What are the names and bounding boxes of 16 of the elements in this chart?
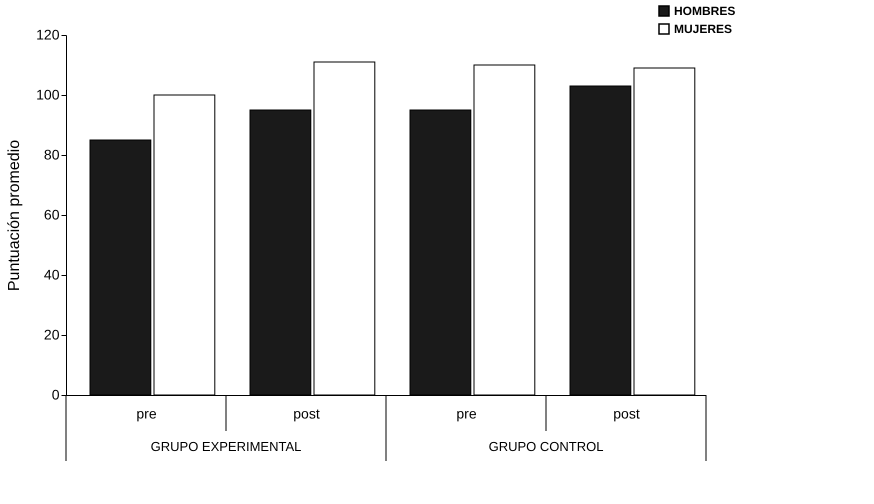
y-axis-title: Puntuación promedio xyxy=(6,140,24,292)
x-tick-label: pre xyxy=(456,406,477,422)
y-tick-label: 100 xyxy=(36,86,60,102)
y-tick-label: 120 xyxy=(36,26,60,42)
legend-label: HOMBRES xyxy=(674,4,736,18)
text: GRUPO EXPERIMENTAL xyxy=(150,439,302,454)
y-tick-label: 40 xyxy=(44,266,60,282)
x-tick-label: post xyxy=(613,406,640,422)
y-tick-label: 60 xyxy=(44,206,60,222)
y-tick-label: 0 xyxy=(52,386,60,402)
text: GRUPO CONTROL xyxy=(488,439,604,454)
y-tick-label: 80 xyxy=(44,146,60,162)
legend-label: MUJERES xyxy=(674,22,732,36)
y-tick-label: 20 xyxy=(44,326,60,342)
x-tick-label: pre xyxy=(136,406,157,422)
x-tick-label: post xyxy=(293,406,320,422)
